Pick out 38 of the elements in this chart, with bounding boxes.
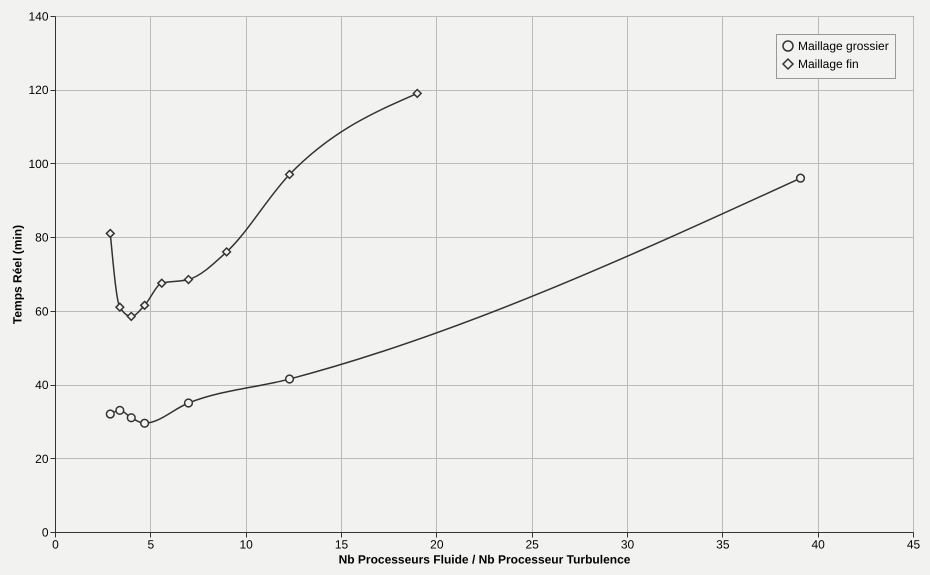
x-tick-label: 10 <box>239 538 254 552</box>
point <box>115 302 124 312</box>
x-tick-label: 0 <box>52 538 60 552</box>
x-tick-label: 25 <box>525 538 540 552</box>
x-tick-label: 15 <box>334 538 348 552</box>
x-tick-label: 5 <box>147 538 154 552</box>
y-tick-label: 40 <box>35 378 49 392</box>
point <box>284 374 294 384</box>
y-tick-label: 100 <box>28 156 49 171</box>
point <box>126 312 136 322</box>
y-tick-label: 140 <box>28 10 49 24</box>
y-tick-label: 80 <box>35 230 49 245</box>
x-tick-label: 35 <box>716 538 730 552</box>
y-tick-label: 20 <box>35 452 49 466</box>
point <box>412 88 422 98</box>
x-tick-label: 45 <box>906 538 920 552</box>
x-tick-label: 40 <box>811 538 826 552</box>
point <box>796 174 806 183</box>
x-tick-label: 20 <box>430 538 444 552</box>
point <box>106 409 115 419</box>
x-tick-label: 30 <box>620 538 634 552</box>
x-axis-title: Nb Processeurs Fluide / Nb Processeur Turbulence <box>338 552 631 566</box>
point <box>106 228 115 238</box>
point <box>126 413 136 422</box>
point <box>184 274 194 284</box>
legend-label: Maillage grossier <box>798 39 889 53</box>
point <box>157 278 166 288</box>
point <box>140 418 150 428</box>
y-tick-label: 60 <box>35 304 49 318</box>
legend-label: Maillage fin <box>798 57 859 71</box>
point <box>284 170 294 180</box>
point <box>115 406 124 415</box>
y-axis-title: Temps Réel (min) <box>10 224 24 324</box>
point <box>140 300 150 310</box>
point <box>184 398 194 408</box>
y-tick-label: 0 <box>42 526 49 540</box>
point <box>222 247 232 257</box>
y-tick-label: 120 <box>28 83 49 98</box>
